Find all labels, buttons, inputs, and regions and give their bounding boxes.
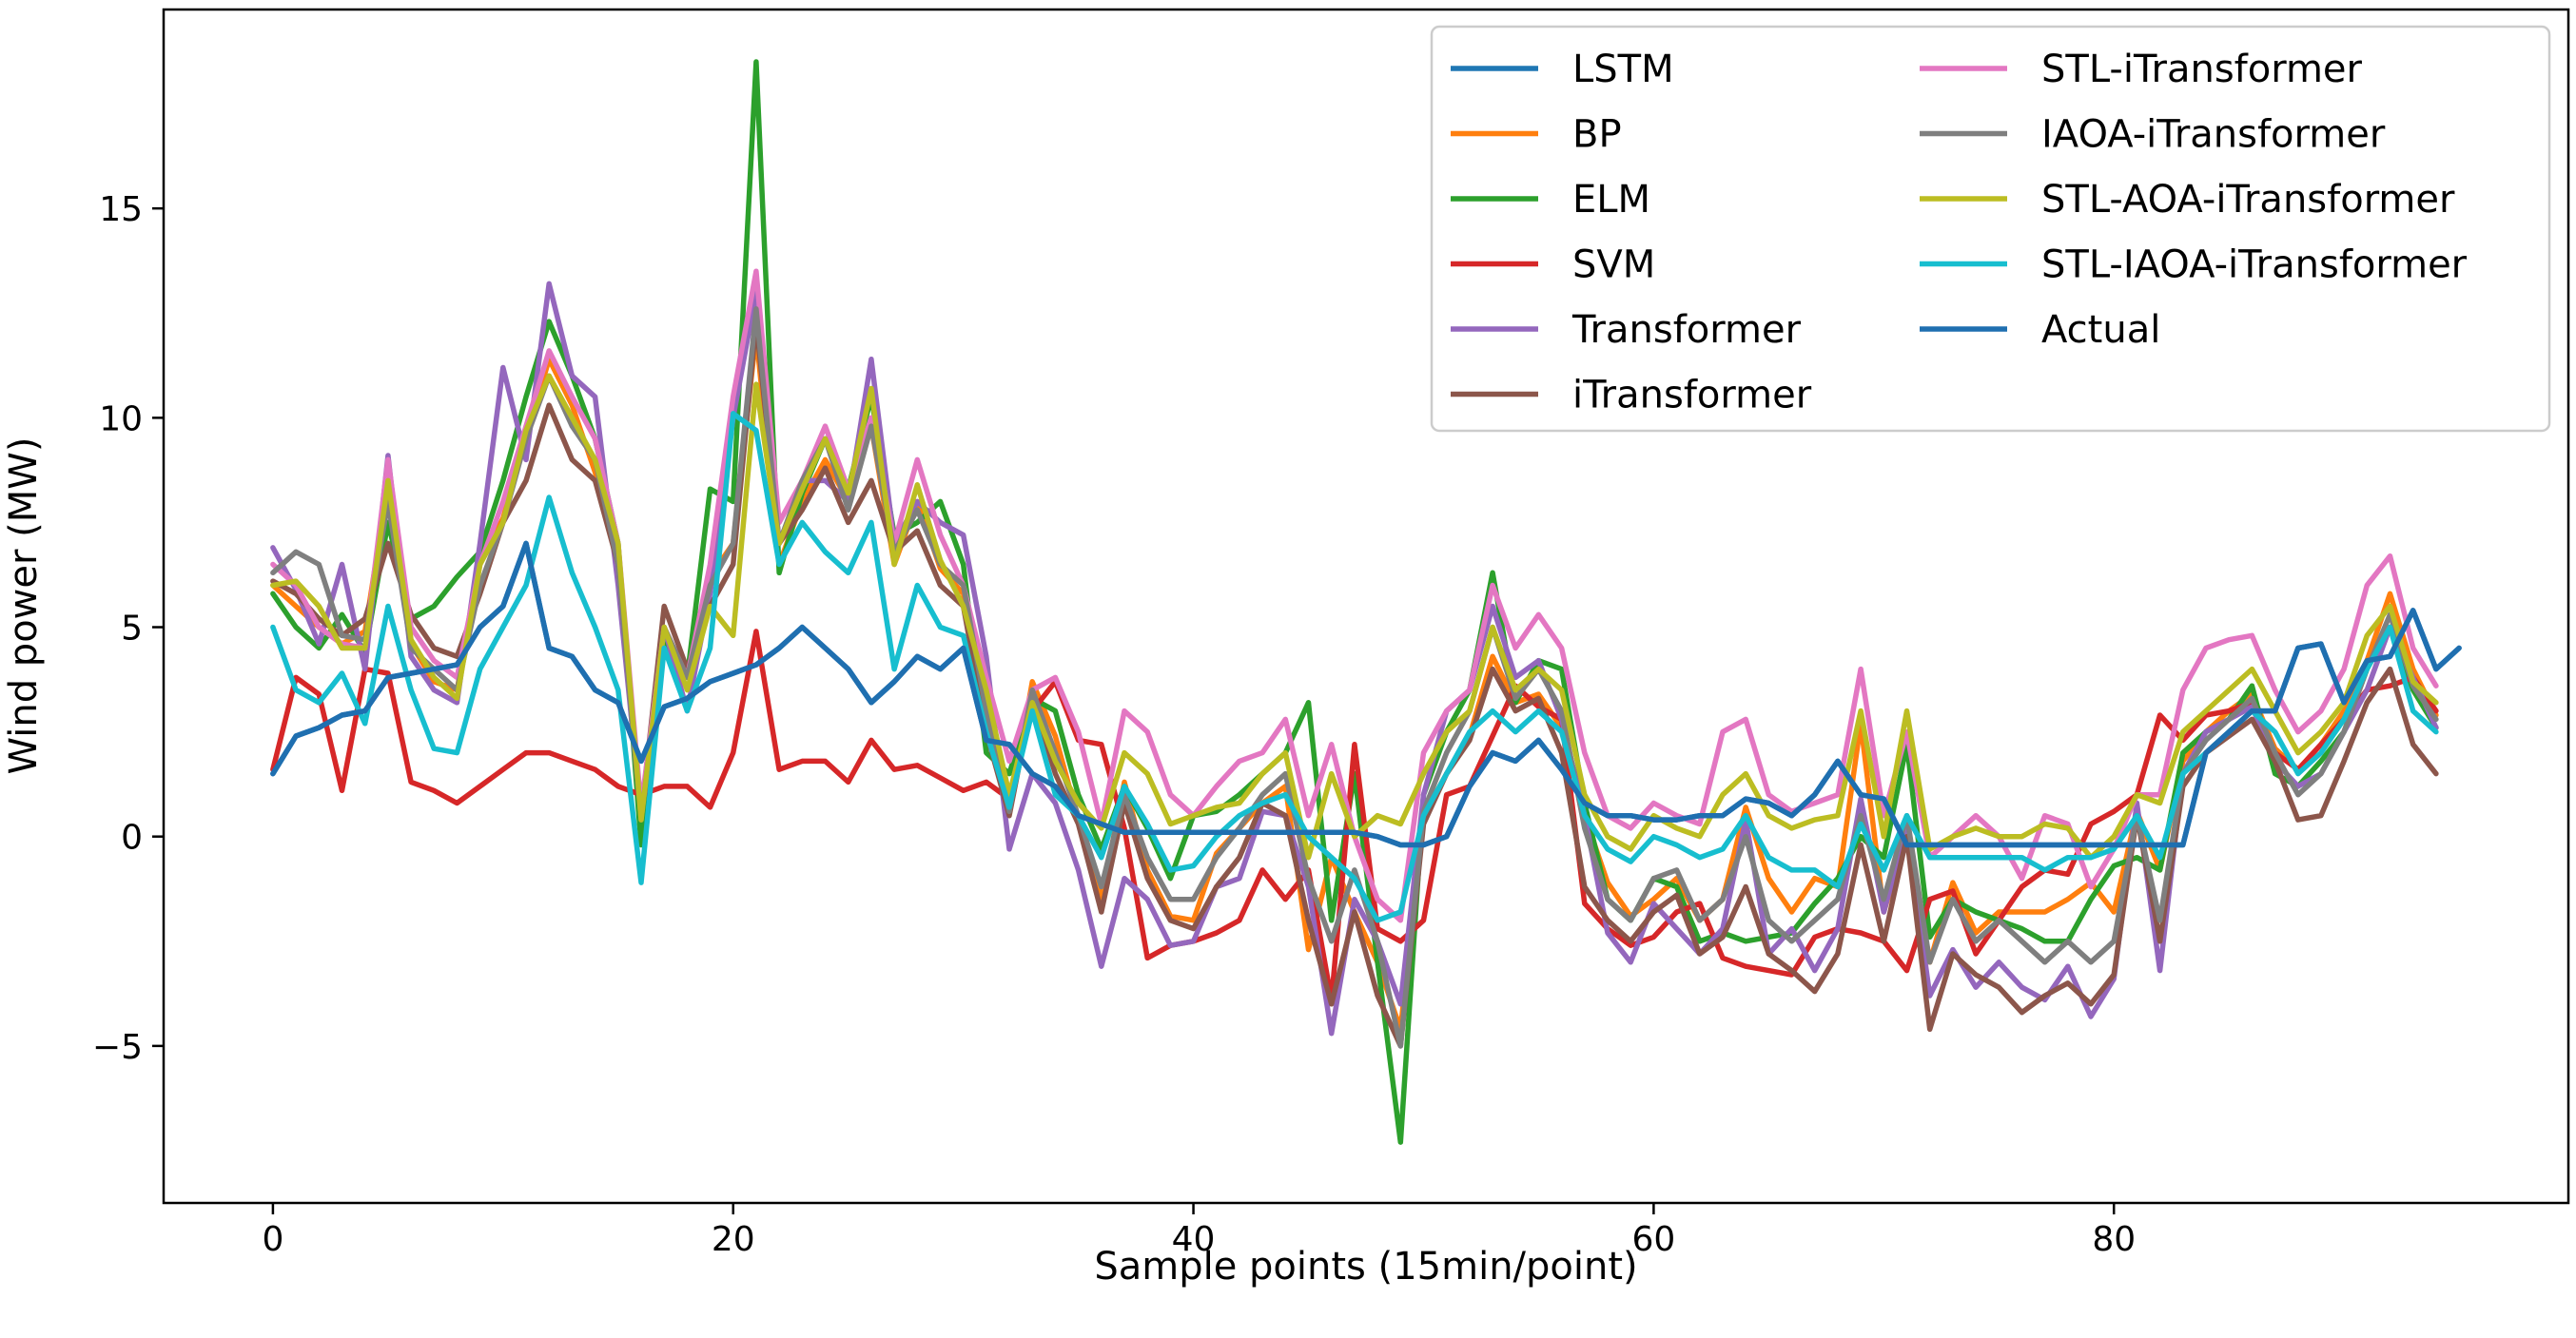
legend-label-2: ELM xyxy=(1572,178,1650,222)
series-line-10 xyxy=(270,540,2462,848)
y-tick-label: 0 xyxy=(121,819,143,858)
y-axis: −5 0 5 10 15 xyxy=(92,190,164,1067)
x-tick-label: 60 xyxy=(1631,1220,1675,1259)
x-axis: 0 20 40 60 80 xyxy=(262,1203,2136,1259)
plot-area-frame xyxy=(162,8,2570,1205)
x-tick-label: 80 xyxy=(2092,1220,2136,1259)
series-line-9 xyxy=(270,411,2439,923)
legend-label-10: Actual xyxy=(2041,308,2160,352)
y-tick-label: 5 xyxy=(121,610,143,649)
series-layer xyxy=(270,59,2462,1145)
y-tick-label: 15 xyxy=(99,190,143,229)
x-axis-title: Sample points (15min/point) xyxy=(1094,1245,1637,1289)
legend-label-3: SVM xyxy=(1572,243,1655,287)
legend-label-8: STL-AOA-iTransformer xyxy=(2041,178,2455,222)
legend-label-9: STL-IAOA-iTransformer xyxy=(2041,243,2468,287)
legend-label-6: STL-iTransformer xyxy=(2041,48,2363,91)
legend: LSTM BP ELM SVM Transformer iTransformer STL-i… xyxy=(1430,25,2551,433)
series-line-8 xyxy=(270,373,2439,861)
legend-label-1: BP xyxy=(1572,113,1622,157)
y-axis-title: Wind power (MW) xyxy=(2,437,46,775)
legend-frame xyxy=(1430,25,2551,433)
y-tick-label: −5 xyxy=(92,1028,143,1067)
x-tick-label: 20 xyxy=(712,1220,755,1259)
y-tick-label: 10 xyxy=(99,399,143,438)
x-tick-label: 0 xyxy=(262,1220,283,1259)
legend-label-5: iTransformer xyxy=(1572,374,1812,417)
legend-label-7: IAOA-iTransformer xyxy=(2041,113,2386,157)
legend-label-4: Transformer xyxy=(1571,308,1802,352)
legend-label-0: LSTM xyxy=(1572,48,1674,91)
x-tick-label: 40 xyxy=(1172,1220,1216,1259)
